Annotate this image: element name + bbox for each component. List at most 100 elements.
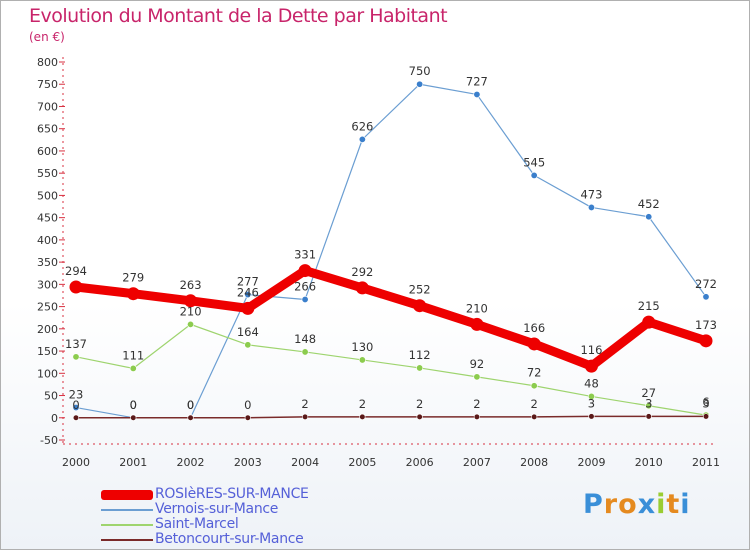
data-label: 452: [638, 197, 660, 211]
data-label: 277: [237, 275, 259, 289]
data-label: 166: [523, 321, 545, 335]
y-tick-label: 600: [37, 145, 58, 158]
data-point: [187, 320, 195, 328]
y-tick-label: 150: [37, 345, 58, 358]
y-tick-label: 450: [37, 212, 58, 225]
data-point: [359, 413, 366, 420]
x-tick-label: 2000: [62, 456, 90, 469]
data-label: 48: [584, 376, 599, 390]
data-label: 6: [702, 395, 709, 409]
chart-subtitle: (en €): [29, 30, 65, 44]
data-label: 3: [588, 396, 595, 410]
y-tick-label: 750: [37, 78, 58, 91]
y-tick-label: 0: [51, 412, 58, 425]
data-point: [130, 414, 137, 421]
data-label: 173: [695, 318, 717, 332]
logo-letter: o: [618, 489, 638, 520]
data-label: 294: [65, 264, 87, 278]
data-label: 2: [416, 397, 423, 411]
data-point: [530, 382, 538, 390]
data-label: 0: [244, 398, 251, 412]
data-point: [244, 291, 252, 299]
data-label: 545: [523, 155, 545, 169]
x-tick-label: 2001: [119, 456, 147, 469]
data-label: 111: [122, 348, 144, 362]
series-layer: [69, 80, 713, 422]
data-label: 263: [180, 278, 202, 292]
x-tick-label: 2009: [577, 456, 605, 469]
data-point: [69, 280, 83, 294]
series-line: [75, 83, 707, 419]
data-point: [473, 413, 481, 420]
legend-swatch: [101, 524, 153, 526]
logo-letter: P: [583, 489, 604, 520]
data-point: [126, 287, 140, 301]
data-point: [72, 404, 80, 412]
data-label: 112: [409, 348, 431, 362]
data-point: [642, 315, 656, 329]
chart-title: Evolution du Montant de la Dette par Hab…: [29, 5, 448, 27]
data-point: [358, 356, 366, 364]
logo-letter: i: [680, 489, 691, 520]
series-line: [71, 266, 711, 371]
legend-swatch: [101, 509, 153, 511]
data-point: [702, 293, 710, 301]
data-label: 0: [187, 398, 194, 412]
data-point: [699, 334, 713, 348]
legend-label: Vernois-sur-Mance: [155, 501, 279, 517]
data-point: [645, 413, 652, 420]
data-point: [301, 348, 309, 356]
data-label: 626: [351, 119, 373, 133]
data-point: [645, 402, 653, 410]
data-point: [72, 353, 80, 361]
data-point: [184, 294, 198, 308]
data-label: 137: [65, 337, 87, 351]
logo-letter: i: [656, 489, 667, 520]
data-label: 0: [130, 398, 137, 412]
data-label: 72: [527, 366, 542, 380]
data-point: [241, 301, 255, 315]
data-point: [355, 281, 369, 295]
logo-letter: x: [637, 489, 657, 520]
logo-letter: r: [603, 489, 619, 520]
x-tick-label: 2007: [463, 456, 491, 469]
y-tick-label: 400: [37, 234, 58, 247]
data-point: [358, 135, 366, 143]
data-label: 246: [237, 285, 259, 299]
data-label: 331: [294, 248, 316, 262]
data-point: [301, 295, 309, 303]
data-label: 164: [237, 325, 259, 339]
data-label: 473: [580, 187, 602, 201]
y-tick-label: 200: [37, 323, 58, 336]
data-point: [584, 359, 598, 373]
data-point: [531, 413, 538, 420]
data-label: 210: [466, 301, 488, 315]
data-label: 0: [72, 398, 79, 412]
y-tick-label: 50: [44, 390, 58, 403]
proxiti-logo: Proxiti: [583, 489, 691, 520]
data-label: 148: [294, 332, 316, 346]
y-tick-label: 300: [37, 278, 58, 291]
x-tick-label: 2002: [177, 456, 205, 469]
y-tick-label: 700: [37, 100, 58, 113]
data-label: 3: [702, 396, 709, 410]
data-label: 23: [69, 388, 84, 402]
legend-label: Saint-Marcel: [155, 516, 239, 532]
data-point: [244, 414, 251, 421]
axes: 8007507006506005505004504003503002502001…: [37, 56, 720, 469]
data-label: 116: [580, 343, 602, 357]
x-tick-label: 2004: [291, 456, 319, 469]
data-point: [129, 364, 137, 372]
data-label: 2: [531, 397, 538, 411]
legend-label: Betoncourt-sur-Mance: [155, 531, 304, 547]
data-label: 292: [351, 265, 373, 279]
data-label: 2: [359, 397, 366, 411]
data-point: [72, 414, 80, 421]
data-label: 210: [180, 304, 202, 318]
x-tick-label: 2008: [520, 456, 548, 469]
data-label: 0: [187, 398, 194, 412]
data-point: [413, 299, 427, 313]
data-label: 266: [294, 279, 316, 293]
